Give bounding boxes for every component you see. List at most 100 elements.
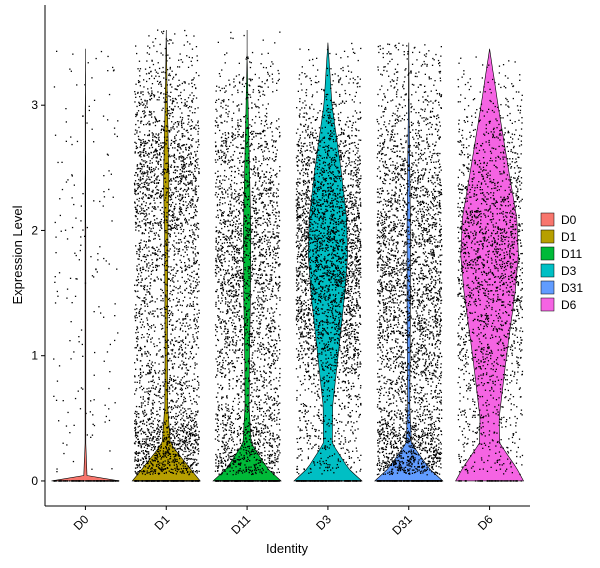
data-point	[274, 321, 276, 323]
data-point	[157, 222, 159, 224]
data-point	[195, 411, 197, 413]
data-point	[136, 381, 138, 383]
data-point	[160, 202, 162, 204]
data-point	[193, 277, 195, 279]
data-point	[182, 200, 185, 203]
data-point	[275, 218, 277, 220]
data-point	[160, 156, 162, 158]
data-point	[188, 83, 190, 85]
data-point	[173, 444, 176, 446]
data-point	[172, 468, 174, 471]
data-point	[194, 362, 196, 364]
data-point	[166, 201, 168, 203]
data-point	[198, 144, 200, 146]
data-point	[197, 198, 199, 201]
data-point	[141, 471, 143, 473]
data-point	[189, 416, 191, 418]
data-point	[268, 351, 271, 354]
data-point	[162, 300, 164, 302]
data-point	[236, 380, 239, 382]
data-point	[245, 480, 248, 482]
data-point	[188, 146, 190, 149]
data-point	[170, 204, 172, 206]
data-point	[198, 470, 200, 472]
data-point	[175, 406, 177, 408]
data-point	[146, 60, 148, 62]
data-point	[152, 375, 154, 377]
data-point	[150, 87, 152, 89]
data-point	[165, 244, 167, 247]
data-point	[139, 163, 141, 165]
data-point	[181, 388, 183, 390]
data-point	[231, 480, 233, 482]
data-point	[233, 322, 235, 324]
data-point	[148, 334, 150, 336]
data-point	[141, 355, 143, 357]
data-point	[190, 106, 193, 108]
data-point	[192, 435, 194, 437]
data-point	[177, 85, 179, 87]
data-point	[152, 427, 154, 429]
data-point	[193, 418, 196, 420]
data-point	[141, 457, 144, 459]
data-point	[192, 291, 194, 293]
data-point	[260, 308, 262, 310]
data-point	[188, 235, 191, 237]
data-point	[166, 84, 168, 86]
data-point	[140, 348, 143, 350]
data-point	[269, 253, 271, 256]
data-point	[165, 354, 167, 357]
data-point	[156, 153, 158, 155]
data-point	[149, 301, 151, 303]
data-point	[195, 178, 197, 180]
data-point	[196, 480, 199, 482]
data-point	[232, 154, 234, 156]
data-point	[162, 480, 164, 482]
data-point	[279, 376, 281, 379]
data-point	[139, 68, 142, 70]
data-point	[186, 424, 188, 426]
data-point	[181, 449, 183, 451]
data-point	[215, 186, 217, 188]
data-point	[174, 437, 176, 440]
data-point	[154, 222, 156, 224]
data-point	[241, 457, 243, 460]
data-point	[141, 313, 144, 315]
data-point	[172, 216, 174, 218]
data-point	[143, 164, 145, 166]
data-point	[149, 124, 151, 126]
data-point	[176, 89, 178, 91]
data-point	[263, 480, 265, 482]
data-point	[143, 103, 145, 105]
data-point	[75, 278, 77, 280]
data-point	[164, 454, 166, 456]
data-point	[179, 463, 182, 466]
data-point	[233, 480, 235, 482]
data-point	[150, 176, 153, 178]
data-point	[168, 402, 170, 404]
data-point	[148, 147, 151, 149]
data-point	[135, 428, 137, 430]
data-point	[148, 352, 150, 354]
data-point	[228, 161, 230, 163]
data-point	[141, 142, 143, 144]
data-point	[190, 180, 192, 182]
data-point	[180, 427, 182, 429]
data-point	[269, 367, 271, 369]
data-point	[218, 73, 221, 75]
data-point	[184, 325, 186, 327]
data-point	[169, 156, 171, 158]
data-point	[191, 379, 194, 381]
data-point	[162, 355, 164, 357]
data-point	[193, 426, 196, 428]
data-point	[174, 187, 176, 189]
data-point	[247, 270, 249, 272]
data-point	[176, 400, 178, 402]
data-point	[164, 254, 166, 256]
data-point	[193, 232, 195, 234]
data-point	[179, 176, 181, 178]
data-point	[154, 38, 157, 40]
data-point	[66, 238, 69, 240]
data-point	[172, 289, 174, 291]
data-point	[170, 83, 172, 85]
